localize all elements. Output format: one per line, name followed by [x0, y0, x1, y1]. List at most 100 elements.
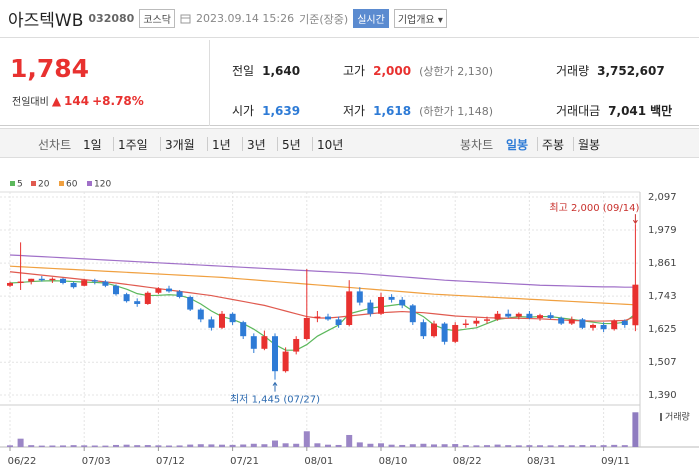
separator: [242, 137, 243, 151]
info-label: 거래대금: [556, 104, 601, 118]
y-tick-label: 1,625: [648, 324, 677, 335]
info-item: 시가 1,639: [232, 102, 300, 119]
tab[interactable]: 주봉: [542, 138, 565, 152]
volume-bar: [367, 443, 374, 447]
stock-code: 032080: [88, 12, 135, 25]
candle-body: [420, 322, 427, 337]
volume-bar: [611, 444, 618, 447]
info-note: 백만: [650, 104, 673, 118]
tab[interactable]: 1일: [83, 138, 102, 152]
candle-body: [632, 284, 639, 326]
candle-body: [219, 313, 225, 328]
volume-bar: [91, 445, 98, 447]
x-tick-label: 08/31: [527, 456, 556, 467]
volume-bar: [240, 444, 247, 447]
tab[interactable]: 3개월: [165, 138, 195, 152]
volume-bar: [293, 443, 300, 447]
company-label: 기업개요: [397, 15, 435, 26]
volume-bar: [208, 444, 215, 447]
y-tick-label: 1,390: [648, 390, 677, 401]
y-tick-label: 1,507: [648, 357, 677, 368]
legend-swatch: [10, 181, 15, 186]
info-item: 거래대금 7,041 백만: [556, 102, 672, 119]
volume-bar: [250, 443, 257, 447]
tab[interactable]: 10년: [317, 138, 344, 152]
candle-body: [49, 278, 56, 281]
tab[interactable]: 3년: [247, 138, 266, 152]
separator: [277, 137, 278, 151]
volume-bar: [123, 444, 130, 447]
volume-bar: [7, 445, 13, 447]
candle-body: [388, 296, 395, 300]
tab-group-label: 봉차트: [460, 138, 494, 152]
tab[interactable]: 1년: [212, 138, 231, 152]
volume-bar: [261, 444, 268, 447]
y-tick-label: 1,861: [648, 258, 677, 269]
volume-bar: [272, 440, 278, 447]
separator: [113, 137, 114, 151]
change-value: 144: [64, 93, 90, 108]
volume-bar: [49, 445, 56, 447]
volume-bar: [632, 412, 639, 447]
volume-bar: [568, 445, 575, 447]
candle-body: [473, 320, 480, 324]
separator: [573, 137, 574, 151]
change: 전일대비 ▲ 144 +8.78%: [12, 93, 144, 109]
candle-body: [166, 288, 172, 292]
info-value: 1,639: [262, 104, 301, 118]
candle-body: [123, 294, 130, 302]
volume-bar: [187, 444, 194, 447]
candle-body: [38, 278, 45, 281]
legend-label: 60: [66, 180, 78, 190]
volume-label: 거래량: [665, 411, 690, 423]
calendar-icon: [180, 14, 191, 24]
volume-bar: [579, 445, 586, 447]
tab[interactable]: 5년: [282, 138, 301, 152]
volume-legend-mark: [660, 413, 662, 421]
volume-bar: [420, 443, 427, 447]
candle-body: [7, 282, 13, 286]
tab[interactable]: 월봉: [578, 138, 601, 152]
volume-bar: [346, 434, 353, 447]
info-item: 고가 2,000 (상한가 2,130): [343, 62, 493, 79]
candle-body: [356, 291, 363, 303]
candle-body: [346, 291, 353, 325]
tab[interactable]: 일봉: [506, 138, 529, 152]
volume-bar: [388, 444, 395, 447]
candle-body: [208, 319, 215, 328]
y-tick-label: 2,097: [648, 192, 677, 203]
high-annotation: 최고 2,000 (09/14): [549, 202, 639, 214]
candle-body: [240, 322, 247, 337]
candle-body: [197, 309, 204, 320]
volume-bar: [494, 444, 501, 447]
candle-body: [600, 324, 607, 330]
volume-bar: [505, 445, 512, 447]
info-label: 고가: [343, 64, 366, 78]
tab[interactable]: 1주일: [118, 138, 148, 152]
separator: [207, 137, 208, 151]
ma-line: [9, 254, 636, 288]
candle-body: [452, 324, 459, 342]
x-tick-label: 07/21: [230, 456, 259, 467]
volume-bar: [70, 445, 77, 447]
x-tick-label: 09/11: [601, 456, 630, 467]
volume-bar: [60, 445, 66, 447]
volume-bar: [621, 445, 628, 447]
candle-body: [250, 336, 257, 349]
ma-line: [9, 271, 636, 322]
candle-body: [70, 282, 77, 288]
company-dropdown[interactable]: 기업개요 ▾: [393, 9, 447, 28]
candle-body: [558, 317, 565, 324]
candle-body: [17, 281, 24, 283]
info-item: 저가 1,618 (하한가 1,148): [343, 102, 493, 119]
realtime-button[interactable]: 실시간: [353, 9, 389, 28]
volume-bar: [81, 445, 88, 447]
candle-body: [568, 319, 575, 324]
candle-body: [91, 280, 98, 282]
volume-bar: [282, 443, 289, 447]
volume-bar: [484, 445, 490, 447]
legend-swatch: [59, 181, 64, 186]
info-value: 3,752,607: [597, 64, 665, 78]
x-tick-label: 07/12: [156, 456, 185, 467]
